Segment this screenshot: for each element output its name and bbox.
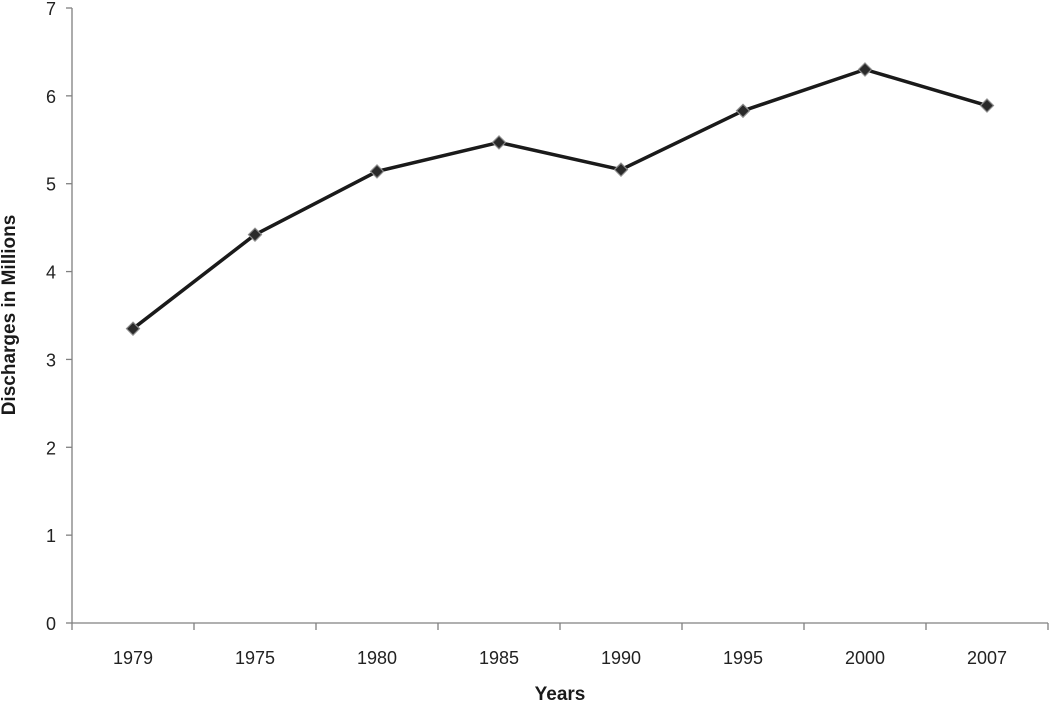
data-point-2000 xyxy=(857,62,873,77)
x-axis-ticks: 1979 1975 1980 1985 1990 1995 2000 2007 xyxy=(71,623,1049,668)
y-tick-label: 3 xyxy=(46,350,56,370)
x-tick-label: 2000 xyxy=(845,648,885,668)
y-tick-label: 6 xyxy=(46,87,56,107)
data-point-1990 xyxy=(613,162,629,178)
x-tick-label: 1980 xyxy=(357,648,397,668)
x-tick-label: 1990 xyxy=(601,648,641,668)
x-tick-label: 1985 xyxy=(479,648,519,668)
x-tick-label: 2007 xyxy=(967,648,1007,668)
series-line xyxy=(131,67,988,331)
data-point-1995 xyxy=(735,103,751,119)
data-point-1980 xyxy=(369,164,385,179)
y-tick-label: 2 xyxy=(46,438,56,458)
data-point-2007 xyxy=(979,98,995,113)
y-tick-label: 7 xyxy=(46,0,56,19)
y-tick-label: 1 xyxy=(46,526,56,546)
y-tick-label: 5 xyxy=(46,175,56,195)
y-axis-ticks: 0 1 2 3 4 5 6 7 xyxy=(46,0,72,634)
x-tick-label: 1975 xyxy=(235,648,275,668)
axes xyxy=(71,8,1048,624)
x-axis-title: Years xyxy=(535,684,586,703)
data-point-1985 xyxy=(491,135,507,150)
series-group xyxy=(125,62,995,337)
y-tick-label: 0 xyxy=(46,614,56,634)
y-axis-title: Discharges in Millions xyxy=(0,215,20,416)
x-tick-label: 1979 xyxy=(113,648,153,668)
y-tick-label: 4 xyxy=(46,263,56,283)
data-point-1975 xyxy=(247,227,263,243)
x-tick-label: 1995 xyxy=(723,648,763,668)
data-point-1979 xyxy=(125,321,141,337)
